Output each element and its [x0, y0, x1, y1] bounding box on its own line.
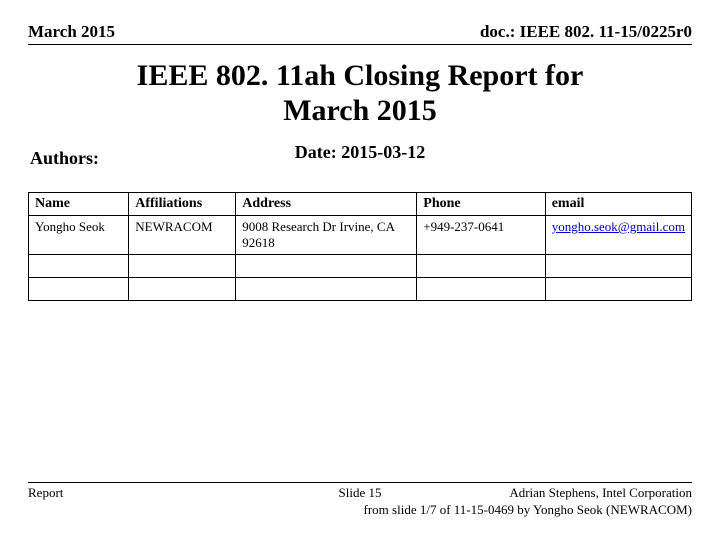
empty-cell	[129, 255, 236, 278]
addr-line2: 92618	[242, 235, 275, 250]
empty-cell	[417, 278, 545, 301]
col-header-phone: Phone	[417, 193, 545, 216]
col-header-name: Name	[29, 193, 129, 216]
empty-cell	[29, 278, 129, 301]
empty-cell	[129, 278, 236, 301]
footer-left: Report	[28, 485, 63, 501]
col-header-email: email	[545, 193, 691, 216]
empty-cell	[545, 255, 691, 278]
subheader: Date: 2015-03-12 Authors:	[28, 142, 692, 170]
cell-email: yongho.seok@gmail.com	[545, 216, 691, 255]
footer-right-2: from slide 1/7 of 11-15-0469 by Yongho S…	[28, 502, 692, 518]
col-header-aff: Affiliations	[129, 193, 236, 216]
email-link[interactable]: yongho.seok@gmail.com	[552, 219, 685, 234]
title-line-1: IEEE 802. 11ah Closing Report for	[137, 59, 584, 92]
empty-cell	[417, 255, 545, 278]
footer-right-1: Adrian Stephens, Intel Corporation	[509, 485, 692, 501]
cell-addr: 9008 Research Dr Irvine, CA 92618	[236, 216, 417, 255]
empty-cell	[29, 255, 129, 278]
authors-label: Authors:	[30, 148, 99, 169]
header-date: March 2015	[28, 22, 115, 42]
doc-footer: Slide 15 Report Adrian Stephens, Intel C…	[28, 482, 692, 518]
header-docnum: doc.: IEEE 802. 11-15/0225r0	[480, 22, 692, 42]
table-row	[29, 255, 692, 278]
table-row: Yongho Seok NEWRACOM 9008 Research Dr Ir…	[29, 216, 692, 255]
cell-phone: +949-237-0641	[417, 216, 545, 255]
title-line-2: March 2015	[283, 94, 437, 127]
col-header-addr: Address	[236, 193, 417, 216]
cell-name: Yongho Seok	[29, 216, 129, 255]
authors-table: Name Affiliations Address Phone email Yo…	[28, 192, 692, 301]
doc-header: March 2015 doc.: IEEE 802. 11-15/0225r0	[28, 22, 692, 45]
page-title: IEEE 802. 11ah Closing Report for March …	[28, 59, 692, 128]
date-label: Date: 2015-03-12	[28, 142, 692, 163]
table-row	[29, 278, 692, 301]
table-header-row: Name Affiliations Address Phone email	[29, 193, 692, 216]
cell-aff: NEWRACOM	[129, 216, 236, 255]
empty-cell	[236, 255, 417, 278]
empty-cell	[545, 278, 691, 301]
addr-line1: 9008 Research Dr Irvine, CA	[242, 219, 395, 234]
empty-cell	[236, 278, 417, 301]
